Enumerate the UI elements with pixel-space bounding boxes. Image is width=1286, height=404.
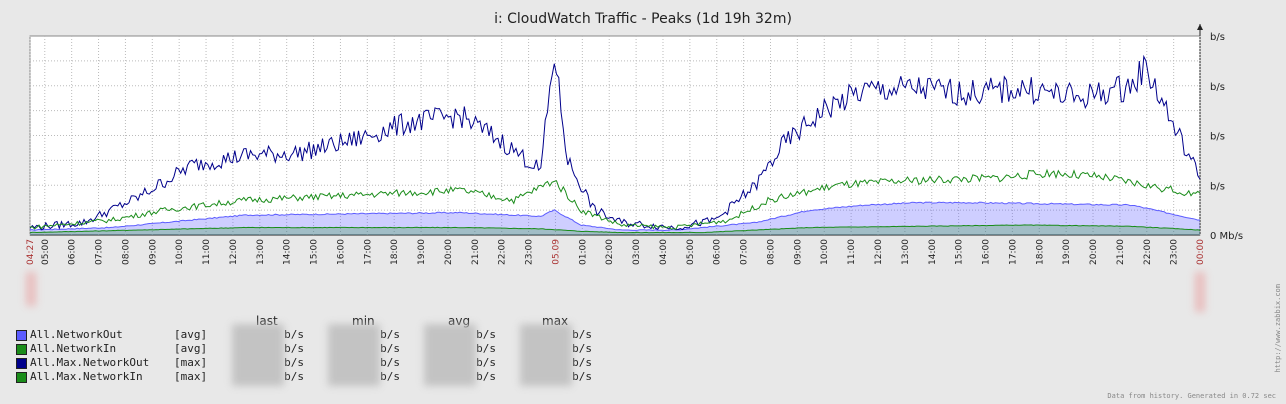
legend-aggregation: [max] xyxy=(174,370,208,383)
legend-last-unit: b/s xyxy=(284,356,304,369)
y-tick-label: b/s xyxy=(1210,82,1225,93)
x-tick-label: 00:00 xyxy=(1196,239,1206,265)
legend-avg-unit: b/s xyxy=(476,356,496,369)
x-tick-label: 10:00 xyxy=(175,239,185,265)
x-tick-label: 05:00 xyxy=(686,239,696,265)
legend-min-unit: b/s xyxy=(380,328,400,341)
x-tick-label: 18:00 xyxy=(1035,239,1045,265)
series-line-all-networkout xyxy=(29,201,1201,232)
x-tick-label: 12:00 xyxy=(229,239,239,265)
series-line-all-networkin xyxy=(29,224,1201,234)
chart-title: i: CloudWatch Traffic - Peaks (1d 19h 32… xyxy=(494,11,792,27)
legend-swatch xyxy=(16,330,27,341)
y-tick-label: b/s xyxy=(1210,132,1225,143)
x-tick-label: 04:27 xyxy=(26,239,36,265)
legend-aggregation: [avg] xyxy=(174,328,208,341)
legend-name: All.Max.NetworkOut xyxy=(30,356,150,369)
redacted-start-date xyxy=(26,272,36,306)
legend-swatch xyxy=(16,344,27,355)
x-tick-label: 23:00 xyxy=(525,239,535,265)
y-tick-label: 0 Mb/s xyxy=(1210,231,1243,242)
x-tick-label: 20:00 xyxy=(1089,239,1099,265)
x-tick-label: 21:00 xyxy=(471,239,481,265)
x-tick-label: 17:00 xyxy=(1008,239,1018,265)
x-tick-label: 23:00 xyxy=(1170,239,1180,265)
y-tick-label: b/s xyxy=(1210,32,1225,43)
redacted-min-values xyxy=(328,324,380,386)
x-tick-label: 19:00 xyxy=(417,239,427,265)
x-tick-label: 17:00 xyxy=(363,239,373,265)
legend-aggregation: [avg] xyxy=(174,342,208,355)
x-tick-label: 04:00 xyxy=(659,239,669,265)
x-tick-label: 12:00 xyxy=(874,239,884,265)
x-tick-label: 21:00 xyxy=(1116,239,1126,265)
x-tick-label: 05.09 xyxy=(551,239,561,265)
x-tick-label: 11:00 xyxy=(847,239,857,265)
legend-swatch xyxy=(16,358,27,369)
legend-avg-unit: b/s xyxy=(476,370,496,383)
legend-last-unit: b/s xyxy=(284,370,304,383)
x-tick-label: 08:00 xyxy=(121,239,131,265)
redacted-end-date xyxy=(1195,272,1205,312)
x-tick-label: 22:00 xyxy=(498,239,508,265)
x-tick-label: 22:00 xyxy=(1143,239,1153,265)
x-tick-label: 14:00 xyxy=(283,239,293,265)
legend-min-unit: b/s xyxy=(380,356,400,369)
x-tick-label: 03:00 xyxy=(632,239,642,265)
legend-last-unit: b/s xyxy=(284,328,304,341)
legend-name: All.Max.NetworkIn xyxy=(30,370,143,383)
x-tick-label: 15:00 xyxy=(955,239,965,265)
plot-area: 0 Mb/s b/s b/s b/s b/s 04:27 05:00 06:00 07:00 08… xyxy=(26,24,1243,265)
series-line-all-max-networkin xyxy=(29,168,1201,231)
legend-swatch xyxy=(16,372,27,383)
x-tick-label: 09:00 xyxy=(793,239,803,265)
legend-aggregation: [max] xyxy=(174,356,208,369)
traffic-chart: i: CloudWatch Traffic - Peaks (1d 19h 32… xyxy=(26,11,1244,265)
x-tick-label: 07:00 xyxy=(740,239,750,265)
legend-max-unit: b/s xyxy=(572,342,592,355)
legend-last-unit: b/s xyxy=(284,342,304,355)
legend-name: All.NetworkOut xyxy=(30,328,123,341)
redacted-avg-values xyxy=(424,324,476,386)
x-tick-label: 19:00 xyxy=(1062,239,1072,265)
x-tick-label: 07:00 xyxy=(95,239,105,265)
legend-min-unit: b/s xyxy=(380,370,400,383)
y-tick-label: b/s xyxy=(1210,181,1225,192)
x-tick-label: 20:00 xyxy=(444,239,454,265)
x-tick-label: 06:00 xyxy=(713,239,723,265)
series-area-all-networkin xyxy=(30,224,1200,235)
legend-max-unit: b/s xyxy=(572,370,592,383)
x-tick-label: 14:00 xyxy=(928,239,938,265)
y-axis-arrow xyxy=(1197,24,1203,30)
x-tick-label: 05:00 xyxy=(41,239,51,265)
legend-avg-unit: b/s xyxy=(476,328,496,341)
legend-name: All.NetworkIn xyxy=(30,342,117,355)
x-tick-label: 16:00 xyxy=(336,239,346,265)
x-tick-label: 16:00 xyxy=(982,239,992,265)
legend-min-unit: b/s xyxy=(380,342,400,355)
x-tick-label: 08:00 xyxy=(766,239,776,265)
redacted-last-values xyxy=(232,324,284,386)
x-tick-label: 13:00 xyxy=(256,239,266,265)
x-tick-label: 06:00 xyxy=(68,239,78,265)
x-tick-label: 11:00 xyxy=(202,239,212,265)
legend-avg-unit: b/s xyxy=(476,342,496,355)
generation-footer: Data from history. Generated in 0.72 sec xyxy=(1107,392,1276,400)
legend-max-unit: b/s xyxy=(572,356,592,369)
zabbix-watermark: http://www.zabbix.com xyxy=(1274,284,1282,373)
redacted-max-values xyxy=(520,324,572,386)
x-tick-label: 01:00 xyxy=(578,239,588,265)
x-tick-label: 10:00 xyxy=(820,239,830,265)
x-tick-label: 13:00 xyxy=(901,239,911,265)
legend-max-unit: b/s xyxy=(572,328,592,341)
x-tick-label: 09:00 xyxy=(148,239,158,265)
x-tick-label: 15:00 xyxy=(310,239,320,265)
x-tick-label: 18:00 xyxy=(390,239,400,265)
x-tick-label: 02:00 xyxy=(605,239,615,265)
